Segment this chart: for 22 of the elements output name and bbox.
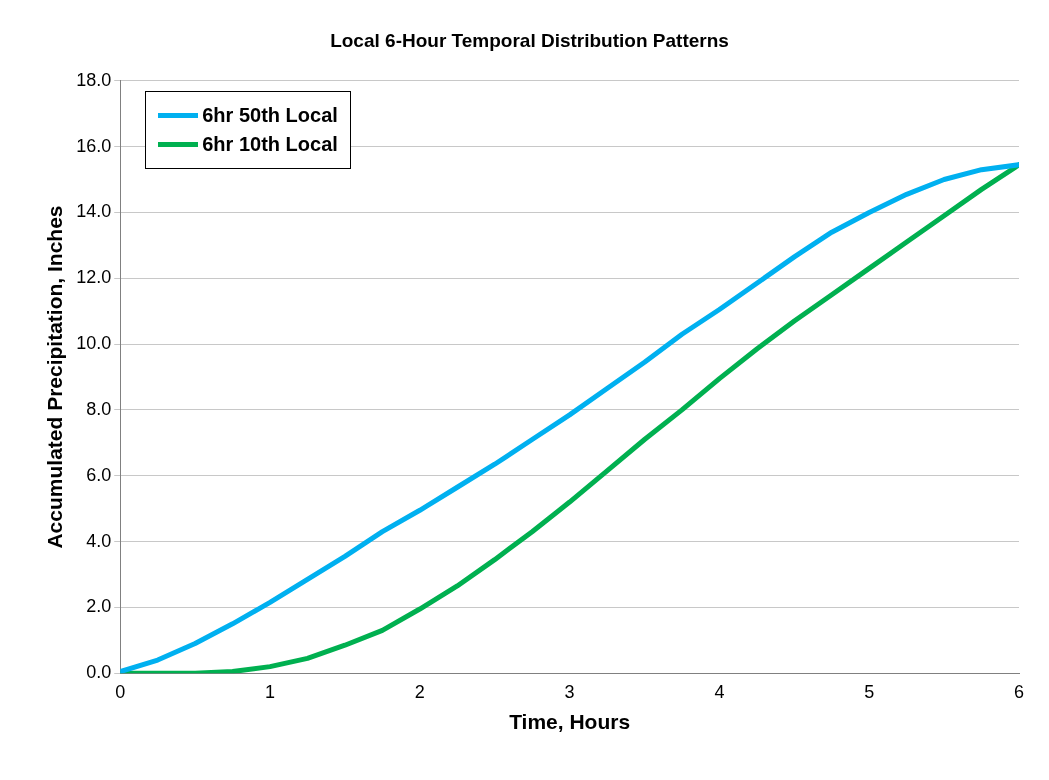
legend-label: 6hr 50th Local (202, 103, 338, 127)
x-tick-label: 5 (864, 681, 875, 702)
x-tick-label: 3 (564, 681, 575, 702)
x-tick-label: 4 (714, 681, 725, 702)
y-tick-label: 2.0 (86, 596, 112, 617)
y-tick-label: 12.0 (76, 267, 112, 288)
x-tick-label: 2 (414, 681, 425, 702)
x-tick-label: 6 (1013, 681, 1025, 702)
legend-label: 6hr 10th Local (202, 132, 338, 156)
x-axis-title: Time, Hours (509, 710, 631, 734)
y-tick-label: 6.0 (86, 464, 112, 485)
y-tick-label: 14.0 (76, 201, 112, 222)
y-tick-label: 10.0 (76, 333, 112, 354)
x-tick-label: 0 (115, 681, 126, 702)
y-tick-label: 4.0 (86, 530, 112, 551)
y-tick-label: 16.0 (76, 135, 112, 156)
y-tick-label: 18.0 (76, 69, 112, 90)
chart-title: Local 6-Hour Temporal Distribution Patterns (330, 29, 729, 51)
y-tick-label: 0.0 (86, 662, 112, 683)
y-axis-title: Accumulated Precipitation, Inches (43, 205, 67, 549)
x-tick-label: 1 (265, 681, 276, 702)
y-tick-label: 8.0 (86, 398, 112, 419)
